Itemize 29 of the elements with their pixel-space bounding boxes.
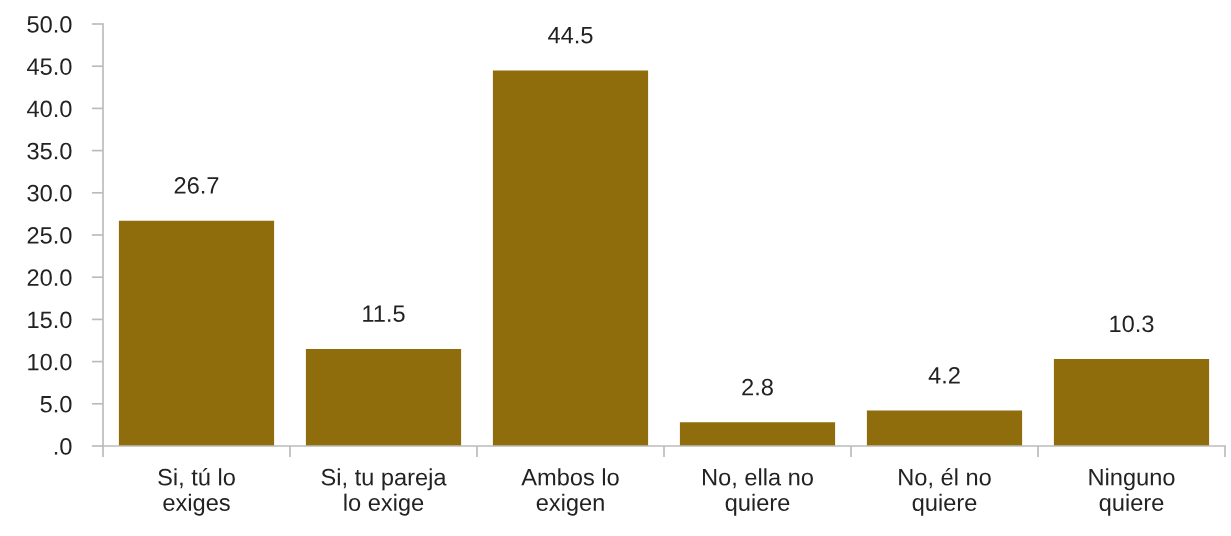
y-tick-label: 30.0 (27, 184, 72, 202)
y-tick-label: 40.0 (27, 100, 72, 118)
y-tick-label: 10.0 (28, 353, 72, 371)
x-tick-label: No, ella no quiere (703, 468, 813, 516)
data-label: 26.7 (174, 177, 219, 194)
bar (305, 348, 462, 446)
data-label: 11.5 (363, 305, 405, 323)
x-tick-label: Si, tú lo exiges (158, 467, 235, 516)
x-tick-label: No, él no quiere (899, 467, 991, 516)
y-tick-label: 25.0 (27, 227, 72, 244)
bar (492, 70, 649, 446)
y-tick-label: 50.0 (27, 16, 72, 33)
y-tick-label: 15.0 (28, 311, 72, 329)
y-tick-label: 20.0 (27, 269, 72, 286)
bar (118, 220, 275, 446)
y-tick-label: 45.0 (27, 58, 72, 75)
bar (866, 410, 1023, 446)
y-tick-label: 5.0 (40, 395, 72, 413)
bar (679, 422, 836, 446)
data-label: 4.2 (928, 366, 960, 384)
y-tick-label: .0 (54, 438, 72, 455)
x-tick-label: Ninguno quiere (1089, 468, 1175, 516)
data-label: 10.3 (1110, 315, 1154, 333)
bar (1053, 359, 1210, 446)
x-tick-label: Si, tu pareja lo exige (321, 468, 447, 516)
data-label: 44.5 (548, 27, 593, 44)
data-label: 2.8 (742, 378, 773, 396)
x-tick-label: Ambos lo exigen (521, 468, 619, 516)
y-tick-label: 35.0 (27, 142, 72, 160)
